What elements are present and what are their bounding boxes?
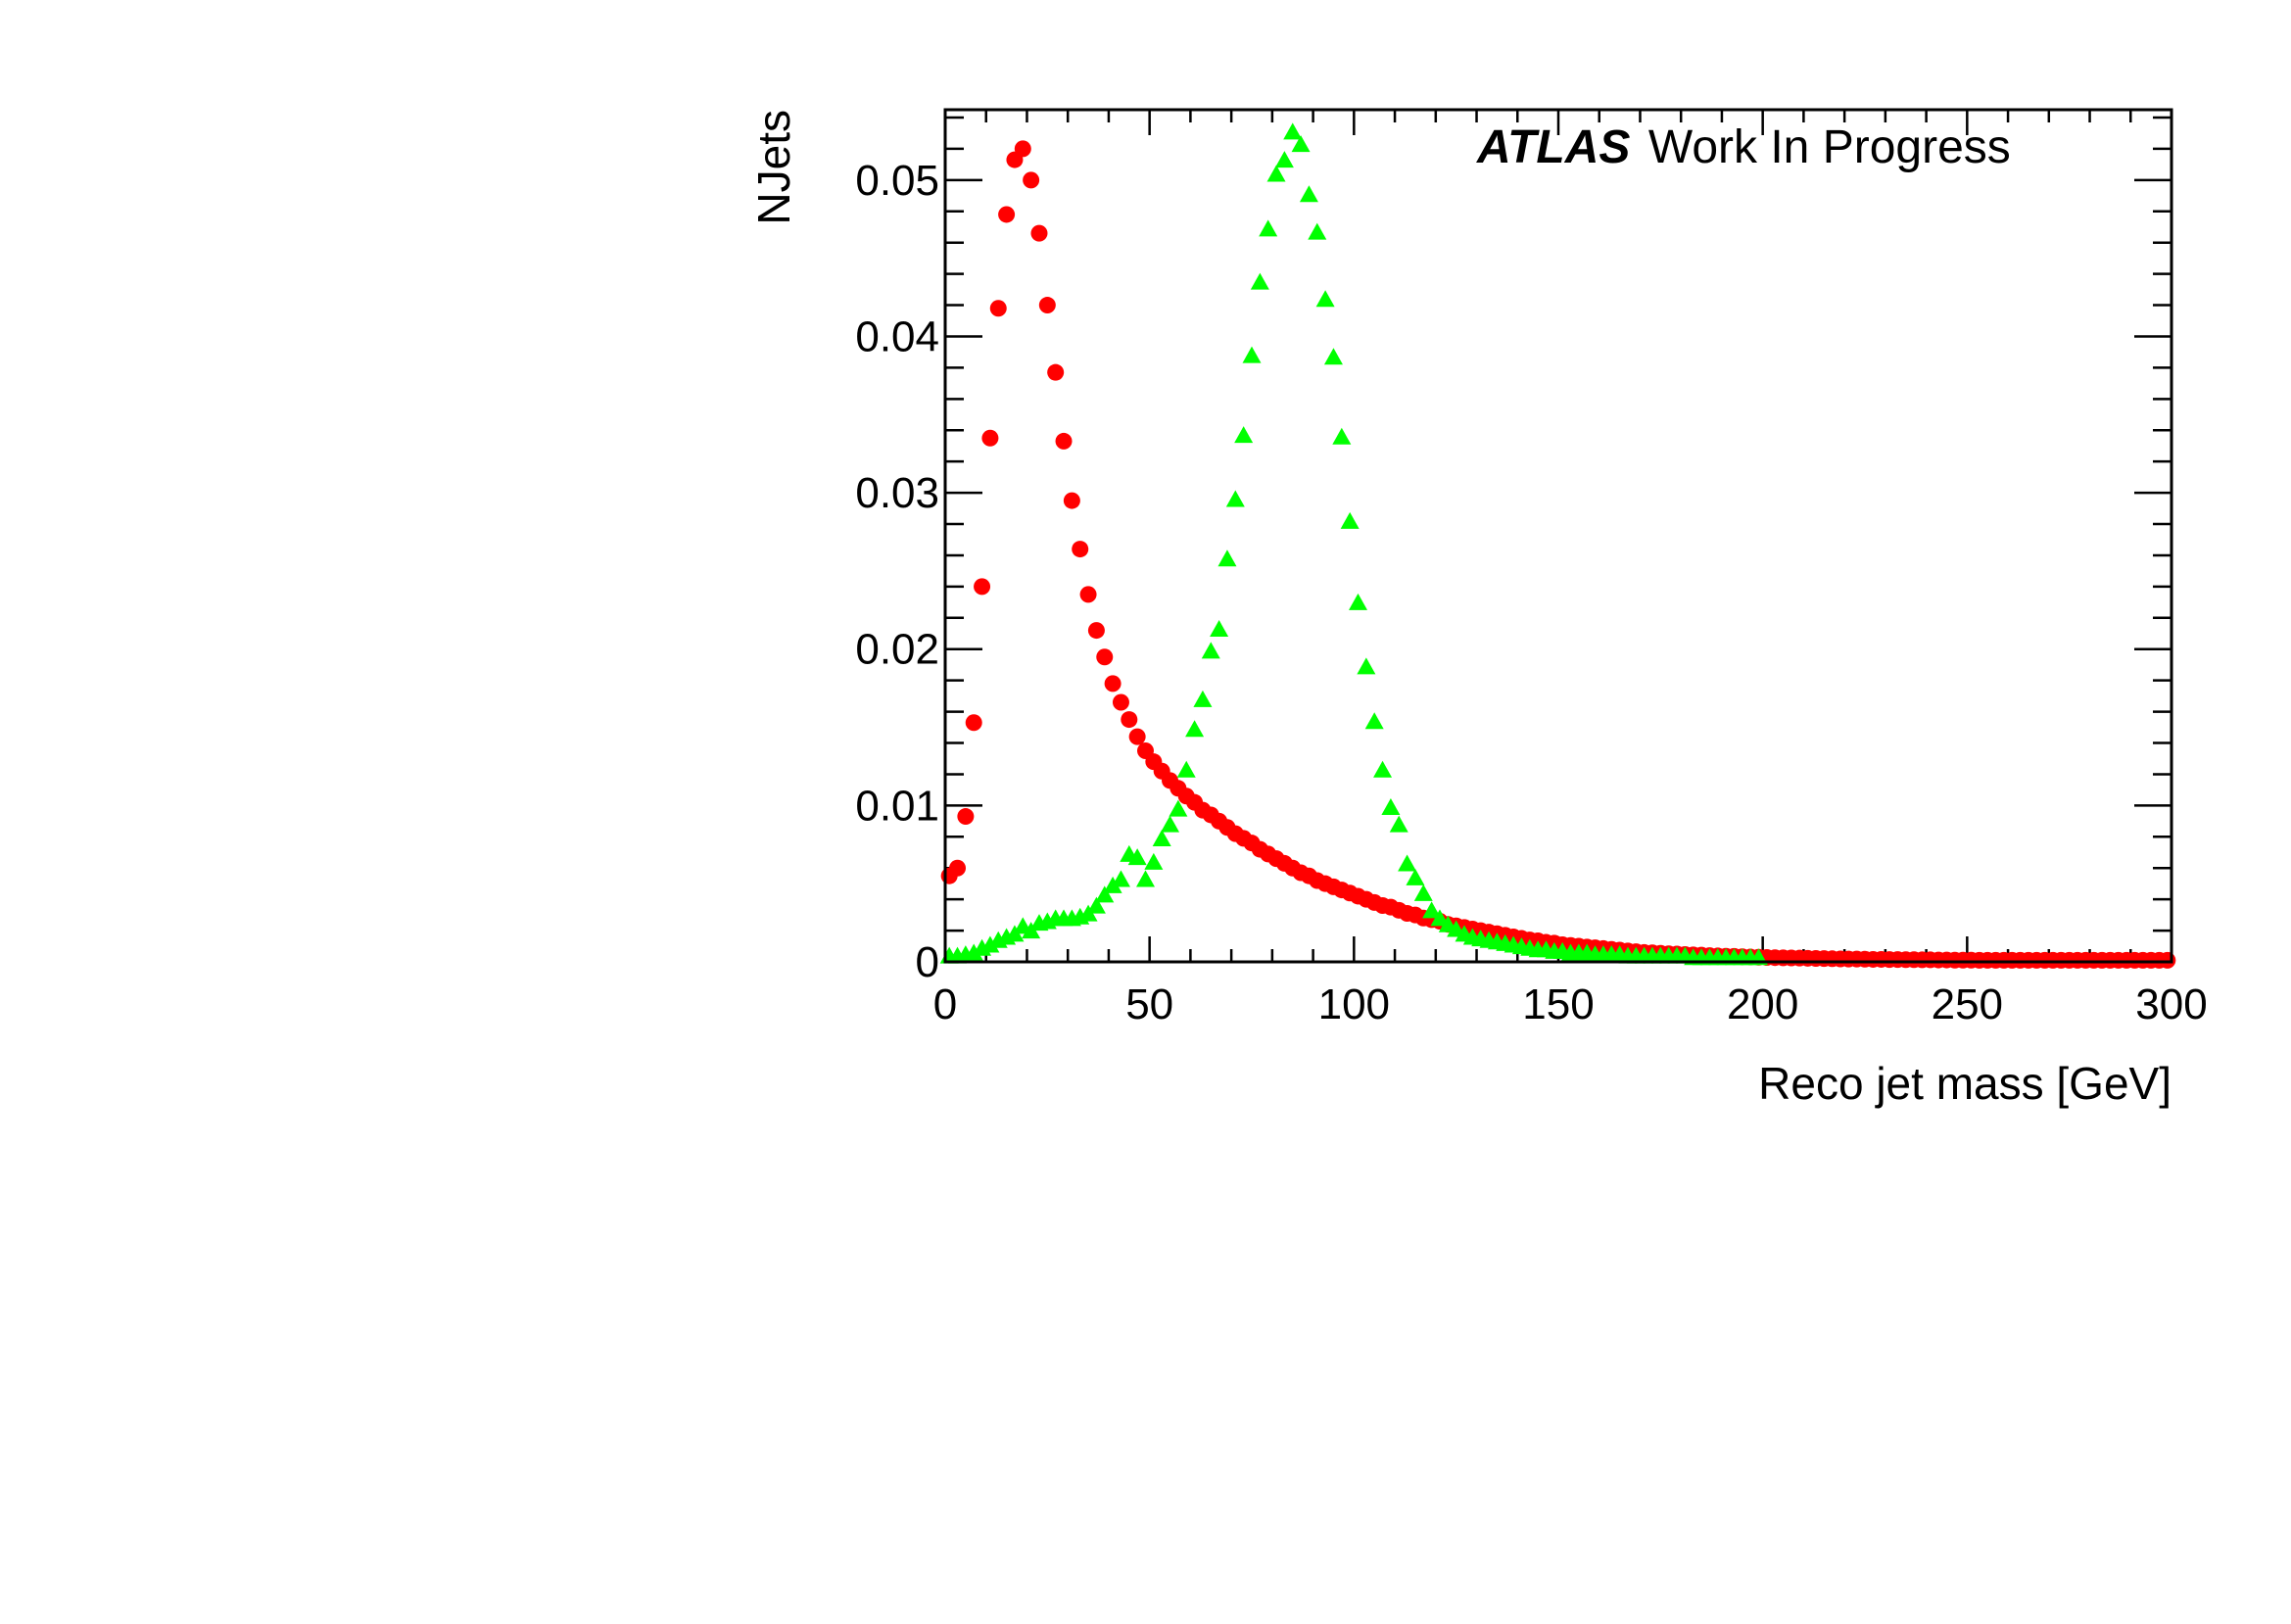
data-point xyxy=(1291,135,1311,153)
data-point xyxy=(1430,909,1450,927)
data-point xyxy=(1315,290,1335,308)
data-point xyxy=(1103,876,1122,893)
data-point xyxy=(949,859,967,877)
data-point xyxy=(981,429,999,447)
x-tick-label: 100 xyxy=(1318,980,1390,1028)
data-point xyxy=(1072,541,1089,558)
data-point xyxy=(1161,815,1180,833)
y-axis-title: NJets xyxy=(748,110,799,225)
data-point xyxy=(1259,219,1278,237)
data-point xyxy=(1055,432,1073,450)
y-tick-label: 0.04 xyxy=(855,312,939,360)
data-point xyxy=(998,206,1016,223)
data-point xyxy=(1340,511,1360,529)
data-point xyxy=(1242,346,1262,363)
y-tick-label: 0.01 xyxy=(855,782,939,830)
data-point xyxy=(1283,122,1303,140)
data-point xyxy=(1087,622,1105,640)
x-tick-label: 0 xyxy=(933,980,957,1028)
atlas-brand: ATLAS xyxy=(1476,121,1630,173)
data-point xyxy=(1266,165,1286,182)
data-point xyxy=(1127,848,1147,866)
x-axis-title: Reco jet mass [GeV] xyxy=(1758,1058,2172,1109)
data-point xyxy=(1349,593,1368,610)
y-tick-label: 0.02 xyxy=(855,626,939,674)
data-point xyxy=(2159,951,2176,969)
x-tick-label: 250 xyxy=(1932,980,2003,1028)
data-point xyxy=(1308,222,1327,240)
axes-layer: 0 50 100 150 200 250 300 0 0.01 0.02 0.03 0.04 0.05 xyxy=(855,110,2208,1028)
data-point xyxy=(1112,693,1129,711)
data-point xyxy=(1128,728,1146,745)
series-triangle xyxy=(939,122,1768,966)
data-point xyxy=(1332,427,1352,445)
data-point xyxy=(1176,760,1196,778)
data-point xyxy=(1104,675,1122,693)
data-point xyxy=(1250,272,1269,290)
data-point xyxy=(1063,492,1080,509)
data-point xyxy=(980,935,1000,953)
data-point xyxy=(1357,657,1376,675)
data-point xyxy=(974,578,991,596)
data-point xyxy=(1381,798,1401,816)
data-point xyxy=(1079,586,1097,603)
data-point xyxy=(1406,868,1425,885)
data-point xyxy=(964,943,983,961)
data-point xyxy=(1144,852,1164,870)
y-tick-label: 0.03 xyxy=(855,469,939,517)
y-tick-label: 0.05 xyxy=(855,157,939,205)
data-point xyxy=(989,300,1007,317)
x-tick-label: 200 xyxy=(1727,980,1798,1028)
data-point xyxy=(1185,720,1205,738)
data-point xyxy=(1217,549,1237,567)
data-point xyxy=(1274,151,1294,168)
data-point xyxy=(1086,896,1106,914)
data-point xyxy=(1389,815,1408,833)
data-point xyxy=(1234,426,1254,444)
data-point xyxy=(1096,648,1114,666)
data-point xyxy=(1095,885,1115,903)
data-point xyxy=(965,714,982,732)
data-point xyxy=(1422,901,1442,919)
data-point xyxy=(1047,363,1065,381)
data-point xyxy=(1299,185,1318,203)
data-point xyxy=(1398,854,1417,872)
data-point xyxy=(1038,297,1056,314)
data-point xyxy=(1413,884,1433,901)
data-point xyxy=(1225,490,1245,507)
y-tick-label: 0 xyxy=(916,938,939,986)
x-tick-label: 150 xyxy=(1522,980,1594,1028)
data-point xyxy=(1323,348,1343,365)
data-point xyxy=(957,808,975,826)
data-point xyxy=(1201,642,1220,659)
data-point xyxy=(1364,712,1384,730)
series-circle xyxy=(940,140,2176,969)
x-tick-label: 50 xyxy=(1125,980,1173,1028)
data-point xyxy=(1014,140,1031,158)
data-point xyxy=(1030,224,1048,242)
atlas-status: Work In Progress xyxy=(1648,121,2011,173)
atlas-label: ATLAS Work In Progress xyxy=(1476,121,2011,173)
data-point xyxy=(1023,171,1040,189)
data-point xyxy=(1111,870,1130,887)
data-point xyxy=(1135,870,1155,887)
plot-frame xyxy=(943,108,2173,964)
data-point xyxy=(1193,690,1213,707)
data-point xyxy=(1152,829,1171,846)
data-point xyxy=(1373,760,1393,778)
data-point xyxy=(1121,711,1138,729)
data-point xyxy=(1169,799,1188,817)
x-tick-label: 300 xyxy=(2135,980,2207,1028)
markers-layer xyxy=(939,122,2176,969)
data-point xyxy=(1210,620,1229,638)
